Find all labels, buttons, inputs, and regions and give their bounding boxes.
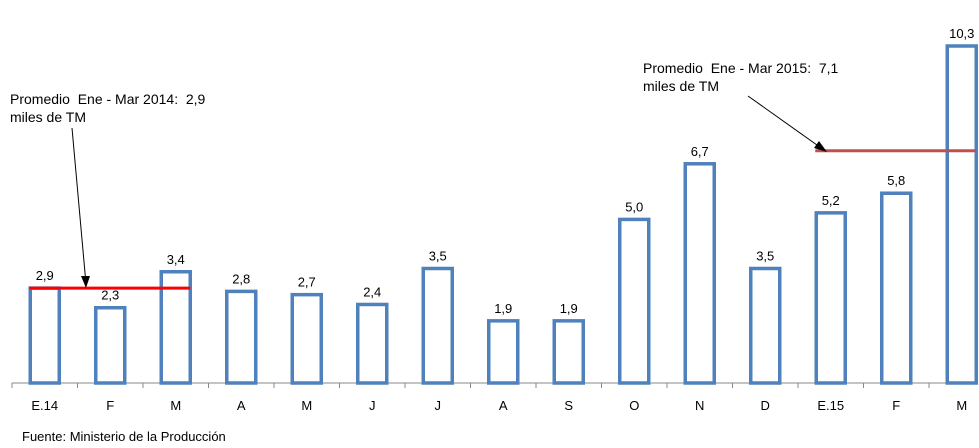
category-label: F — [892, 398, 900, 413]
source-note: Fuente: Ministerio de la Producción — [22, 429, 226, 444]
bar — [94, 305, 127, 385]
category-label: E.14 — [31, 398, 58, 413]
category-label: M — [170, 398, 181, 413]
category-label: N — [695, 398, 704, 413]
category-label: J — [369, 398, 376, 413]
bar — [552, 319, 585, 385]
average-2014-label-line1: Promedio Ene - Mar 2014: 2,9 — [10, 91, 206, 107]
category-label: D — [761, 398, 770, 413]
value-label: 2,9 — [36, 268, 54, 283]
average-2014-arrowhead — [81, 276, 90, 288]
value-labels: 2,9 2,3 3,4 2,8 2,7 2,4 3,5 1,9 1,9 5,0 6,7 3,5 5,2 5… — [36, 26, 975, 316]
value-label: 3,4 — [167, 252, 185, 267]
value-label: 10,3 — [949, 26, 974, 41]
value-label: 1,9 — [494, 301, 512, 316]
average-2015-label-line2: miles de TM — [643, 78, 719, 94]
value-label: 2,8 — [232, 271, 250, 286]
bar — [290, 292, 323, 385]
bar — [356, 302, 389, 385]
category-label: M — [956, 398, 967, 413]
average-2015-arrowhead — [814, 141, 827, 152]
value-label: 2,7 — [298, 275, 316, 290]
bar — [683, 162, 716, 385]
bar — [28, 286, 61, 385]
category-label: F — [106, 398, 114, 413]
category-labels: E.14 F M A M J J A S O N D E.15 F M — [31, 398, 967, 413]
bar — [618, 217, 651, 385]
value-label: 6,7 — [691, 144, 709, 159]
value-label: 3,5 — [756, 248, 774, 263]
value-label: 3,5 — [429, 248, 447, 263]
average-2015-label-line1: Promedio Ene - Mar 2015: 7,1 — [643, 60, 839, 76]
bar — [749, 266, 782, 385]
bar — [945, 44, 978, 385]
value-label: 2,4 — [363, 284, 381, 299]
bars — [28, 44, 978, 385]
bar — [814, 211, 847, 385]
average-2014-arrow — [71, 127, 87, 285]
category-label: O — [629, 398, 639, 413]
bar — [487, 319, 520, 385]
value-label: 2,3 — [101, 288, 119, 303]
bar — [159, 270, 192, 385]
bar — [225, 289, 258, 385]
x-axis-ticks — [11, 383, 930, 388]
value-label: 1,9 — [560, 301, 578, 316]
average-2015-arrow — [747, 95, 825, 151]
category-label: S — [564, 398, 573, 413]
bar — [421, 266, 454, 385]
category-label: J — [435, 398, 442, 413]
value-label: 5,8 — [887, 173, 905, 188]
category-label: A — [499, 398, 508, 413]
category-label: M — [301, 398, 312, 413]
category-label: E.15 — [817, 398, 844, 413]
value-label: 5,2 — [822, 193, 840, 208]
category-label: A — [237, 398, 246, 413]
value-label: 5,0 — [625, 199, 643, 214]
bar — [880, 191, 913, 385]
average-2014-label-line2: miles de TM — [10, 109, 86, 125]
